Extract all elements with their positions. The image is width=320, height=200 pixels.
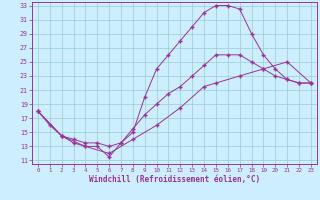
X-axis label: Windchill (Refroidissement éolien,°C): Windchill (Refroidissement éolien,°C) <box>89 175 260 184</box>
